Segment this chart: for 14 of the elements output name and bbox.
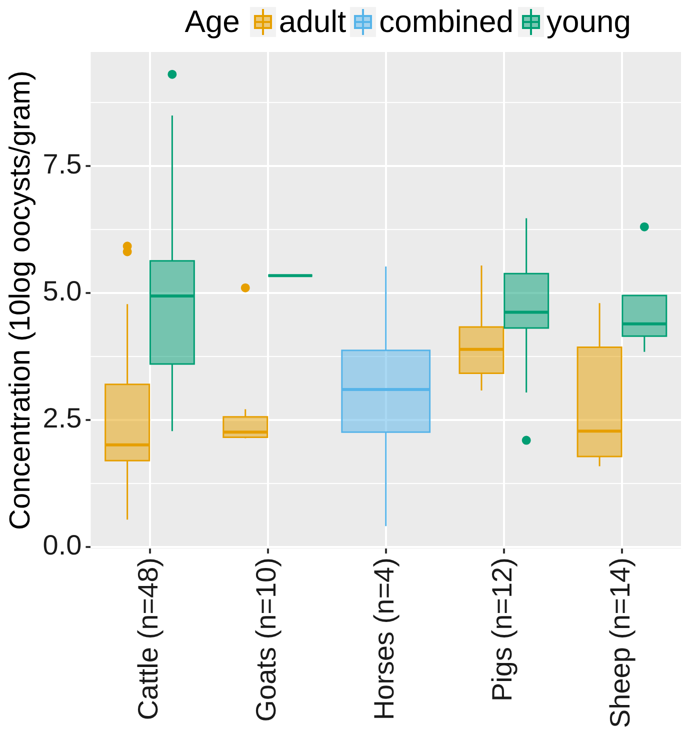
y-tick-label: 5.0 [42, 276, 82, 307]
y-axis-title: Concentration (10log oocysts/gram) [4, 70, 36, 530]
x-tick-label: Cattle (n=48) [132, 558, 164, 720]
x-tick-label: Goats (n=10) [250, 558, 282, 722]
y-tick-label: 2.5 [42, 402, 82, 434]
legend-label: combined [379, 4, 514, 40]
y-tick-label: 0.0 [42, 530, 82, 561]
x-tick-label: Horses (n=4) [368, 558, 400, 720]
y-tick-label: 7.5 [42, 148, 82, 180]
x-tick-label: Pigs (n=12) [486, 558, 518, 702]
legend-label: young [546, 4, 631, 40]
x-tick-label: Sheep (n=14) [604, 558, 636, 728]
legend-title: Age [184, 4, 240, 40]
legend-label: adult [278, 4, 346, 40]
